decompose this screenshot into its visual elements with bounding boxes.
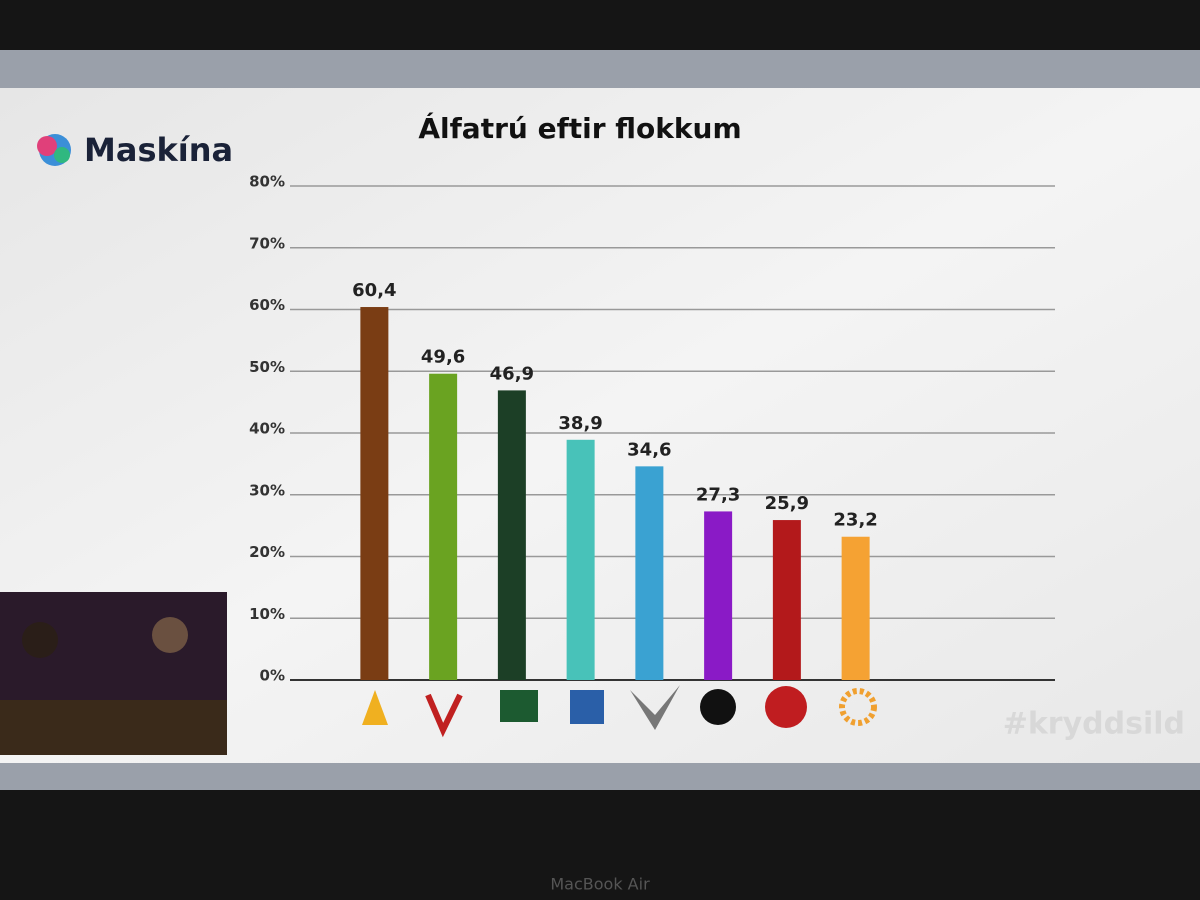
- party-icon: [839, 688, 877, 726]
- party-icons: [362, 685, 877, 738]
- watermark: #kryddsild: [1003, 707, 1185, 742]
- y-tick-label: 70%: [249, 234, 285, 252]
- bar: [772, 520, 801, 680]
- bar: [566, 439, 595, 680]
- party-icon: [362, 690, 388, 725]
- y-tick-label: 80%: [249, 173, 285, 191]
- y-tick-label: 40%: [249, 420, 285, 438]
- y-tick-label: 20%: [249, 543, 285, 561]
- device-label: MacBook Air: [550, 875, 650, 894]
- y-tick-label: 60%: [249, 296, 285, 314]
- bar: [841, 536, 870, 680]
- value-label: 38,9: [558, 413, 602, 434]
- chart-title: Álfatrú eftir flokkum: [418, 111, 741, 145]
- bar: [497, 390, 526, 680]
- y-tick-label: 30%: [249, 481, 285, 499]
- party-icon: [765, 686, 807, 728]
- y-tick-label: 50%: [249, 358, 285, 376]
- party-icon: [425, 693, 463, 738]
- party-icon: [700, 689, 736, 725]
- bar: [429, 373, 458, 680]
- y-tick-label: 0%: [260, 667, 285, 685]
- bar: [360, 307, 389, 680]
- party-icon: [630, 685, 680, 730]
- value-label: 23,2: [833, 510, 877, 531]
- value-label: 60,4: [352, 280, 396, 301]
- value-label: 46,9: [490, 363, 534, 384]
- bar: [635, 466, 664, 680]
- value-label: 25,9: [765, 493, 809, 514]
- bar: [704, 511, 733, 680]
- value-label: 49,6: [421, 347, 465, 368]
- party-icon: [500, 690, 538, 722]
- brand-logo: [54, 147, 70, 163]
- video-person: [22, 622, 58, 658]
- brand: Maskína: [84, 131, 233, 169]
- party-icon: [570, 690, 604, 724]
- video-person: [152, 617, 188, 653]
- brand-logo: [37, 136, 57, 156]
- value-label: 34,6: [627, 439, 671, 460]
- y-tick-label: 10%: [249, 605, 285, 623]
- video-table: [0, 700, 227, 755]
- value-label: 27,3: [696, 484, 740, 505]
